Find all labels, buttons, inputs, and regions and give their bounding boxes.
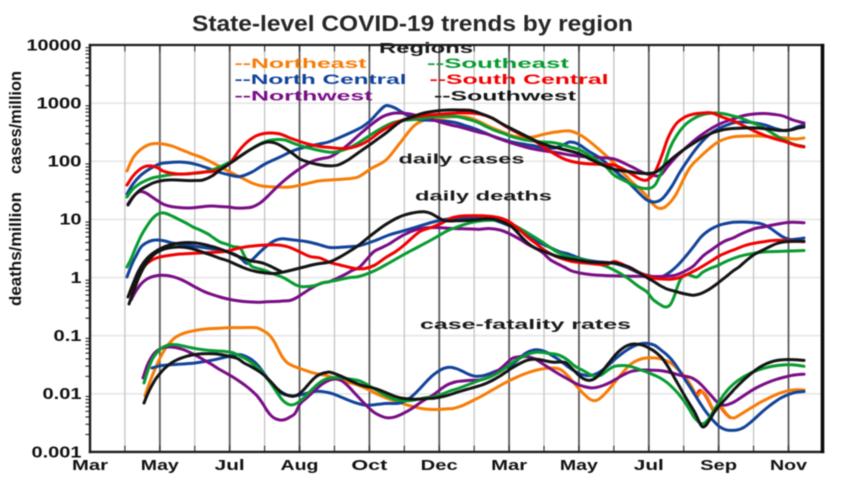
svg-text:daily deaths: daily deaths	[415, 189, 552, 204]
svg-text:--Northeast: --Northeast	[235, 55, 368, 71]
svg-text:Sep: Sep	[700, 457, 737, 474]
svg-text:State-level COVID-19 trends by: State-level COVID-19 trends by region	[192, 11, 633, 36]
svg-text:Oct: Oct	[351, 457, 387, 474]
svg-text:May: May	[560, 457, 599, 474]
svg-text:--South Central: --South Central	[430, 71, 609, 87]
svg-text:Jul: Jul	[634, 457, 664, 474]
svg-text:Jul: Jul	[215, 457, 245, 474]
svg-text:cases/million: cases/million	[7, 71, 25, 174]
svg-text:10000: 10000	[27, 37, 82, 54]
svg-text:--Southeast: --Southeast	[427, 55, 570, 71]
svg-text:1000: 1000	[37, 95, 82, 112]
svg-text:Dec: Dec	[421, 457, 458, 474]
svg-text:Nov: Nov	[770, 457, 808, 474]
svg-text:Regions: Regions	[379, 41, 473, 57]
svg-text:100: 100	[48, 154, 82, 171]
svg-text:0.1: 0.1	[54, 328, 82, 345]
svg-text:--North Central: --North Central	[235, 71, 407, 87]
svg-text:Mar: Mar	[72, 457, 108, 474]
svg-text:--Northwest: --Northwest	[235, 87, 374, 103]
svg-text:1: 1	[71, 270, 82, 287]
svg-text:case-fatality rates: case-fatality rates	[420, 317, 631, 332]
svg-text:deaths/million: deaths/million	[7, 192, 25, 306]
svg-text:Aug: Aug	[281, 457, 319, 474]
svg-text:Mar: Mar	[491, 457, 527, 474]
svg-text:daily cases: daily cases	[399, 152, 525, 167]
svg-text:0.01: 0.01	[43, 386, 82, 403]
svg-text:May: May	[141, 457, 180, 474]
svg-text:0.001: 0.001	[32, 444, 82, 461]
svg-text:10: 10	[60, 212, 82, 229]
svg-text:--Southwest: --Southwest	[434, 87, 577, 103]
